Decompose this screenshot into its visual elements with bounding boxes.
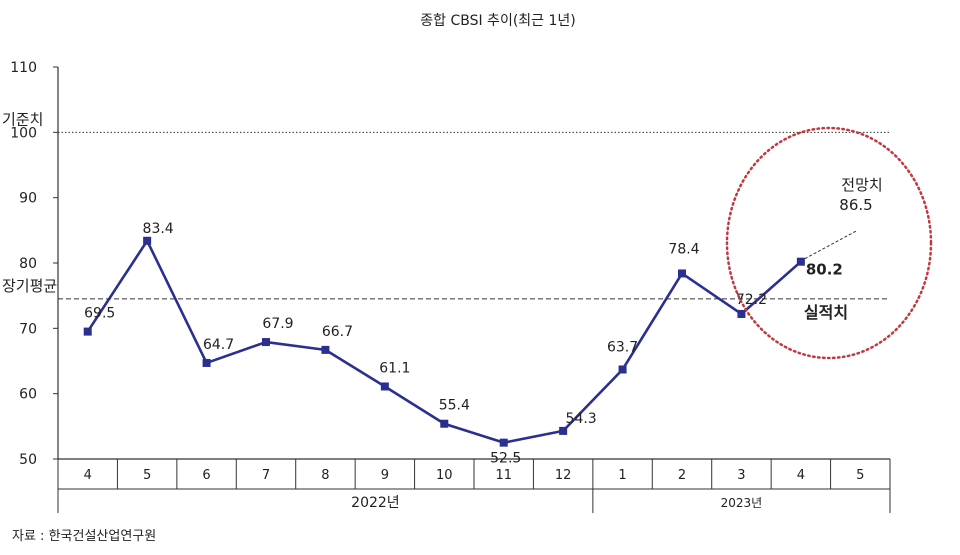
x-tick-label: 6 [202,468,210,483]
source-note: 자료 : 한국건설산업연구원 [12,529,156,544]
data-point [618,365,627,374]
highlight-ellipse [725,126,933,360]
data-label: 78.4 [668,241,699,257]
x-tick-label: 10 [436,468,453,483]
actual-label: 실적치 [804,303,848,322]
x-group-label: 2022년 [351,495,400,511]
data-label: 64.7 [203,337,234,353]
data-point [380,382,389,391]
x-tick-label: 5 [143,468,151,483]
x-tick-label: 2 [678,468,686,483]
data-label: 66.7 [322,324,353,340]
data-point [143,236,152,245]
y-tick-label: 60 [19,387,37,403]
reference-line-label: 기준치 [2,110,43,128]
y-tick-label: 110 [10,60,37,76]
data-point [796,257,805,266]
chart-title: 종합 CBSI 추이(최근 1년) [420,13,576,29]
y-tick-label: 90 [19,191,37,207]
x-tick-label: 3 [737,468,745,483]
data-label: 80.2 [806,261,843,279]
x-group-label: 2023년 [721,496,763,510]
x-tick-label: 4 [84,468,92,483]
highlight-circle [725,126,933,360]
data-point [321,345,330,354]
data-label: 54.3 [566,411,597,427]
data-label: 61.1 [379,360,410,376]
data-point [83,327,92,336]
x-tick-label: 7 [262,468,270,483]
y-axis-ticks: 110 100 90 80 70 60 50 [10,60,58,468]
forecast-label: 전망치 [841,176,882,194]
reference-line-label: 장기평균 [2,277,57,295]
x-tick-label: 1 [618,468,626,483]
y-tick-label: 50 [19,452,37,468]
data-label: 67.9 [262,316,293,332]
data-label: 52.5 [490,451,521,467]
x-tick-label: 9 [381,468,389,483]
data-label: 83.4 [143,221,174,237]
data-point [440,419,449,428]
data-point [499,438,508,447]
x-tick-label: 8 [321,468,329,483]
x-tick-label: 5 [856,468,864,483]
data-label: 55.4 [439,398,470,414]
x-tick-label: 4 [797,468,805,483]
data-point [737,309,746,318]
data-label: 69.5 [84,306,115,322]
y-tick-label: 80 [19,256,37,272]
data-point [678,269,686,278]
forecast-value-label: 86.5 [839,196,872,214]
x-tick-label: 11 [495,468,512,483]
data-point [559,426,568,435]
series-line: 69.5 83.4 64.7 67.9 66.7 61.1 55.4 52.5 54.3 63.7… [83,176,883,467]
y-tick-label: 70 [19,321,37,337]
x-tick-label: 12 [555,468,572,483]
data-point [202,358,211,367]
y-tick-label: 100 [10,125,37,141]
data-label: 63.7 [607,339,638,355]
data-point [262,338,270,347]
forecast-leader-line [804,230,858,260]
